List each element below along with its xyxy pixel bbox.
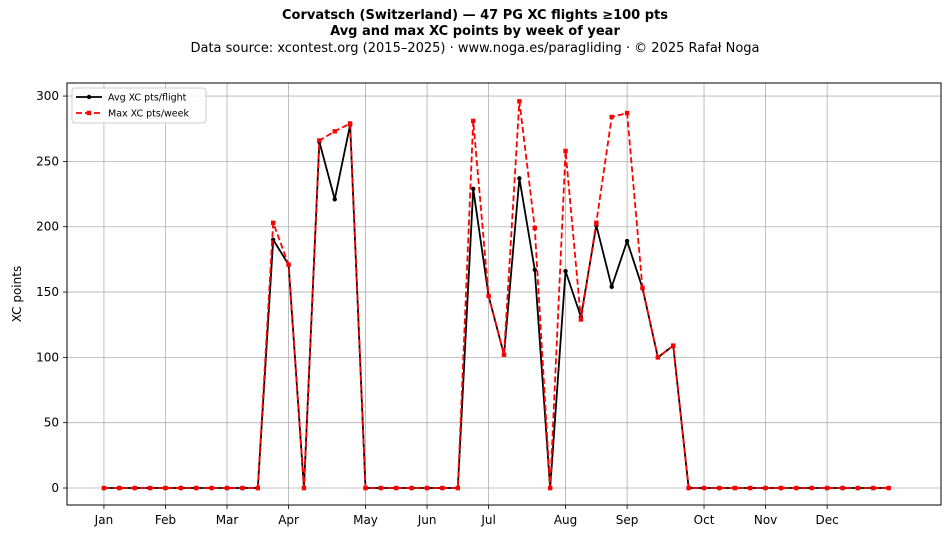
point-max — [624, 110, 630, 116]
point-max — [440, 485, 445, 491]
point-max — [717, 485, 722, 491]
y-tick-label: 200 — [36, 220, 59, 234]
x-tick-label-sep: Sep — [616, 513, 639, 527]
x-tick-label-dec: Dec — [816, 513, 839, 527]
point-max — [455, 485, 461, 491]
point-max — [363, 485, 368, 491]
point-max — [209, 485, 214, 491]
point-max — [301, 485, 307, 491]
point-max — [824, 485, 830, 491]
chart-subtitle: Avg and max XC points by week of year — [330, 24, 620, 39]
x-axis: Jan Feb Mar Apr May Jun Jul Aug Sep Oct Nov Dec — [94, 505, 839, 527]
legend: Avg XC pts/flight Max XC pts/week — [71, 87, 207, 124]
point-max — [809, 485, 814, 491]
x-tick-label-apr: Apr — [278, 513, 299, 527]
point-max — [255, 485, 261, 491]
point-max — [424, 485, 430, 491]
y-tick-label: 150 — [36, 285, 59, 299]
point-max — [101, 485, 107, 491]
legend-box — [71, 87, 207, 124]
series-line-max — [103, 100, 889, 489]
chart-source: Data source: xcontest.org (2015–2025) · … — [190, 41, 760, 56]
point-max — [471, 118, 476, 124]
point-avg — [609, 284, 614, 290]
point-avg — [563, 268, 568, 274]
x-tick-label-aug: Aug — [554, 513, 577, 527]
point-max — [547, 485, 553, 491]
grid-lines — [67, 83, 941, 505]
point-max — [871, 485, 876, 491]
x-tick-label-may: May — [353, 513, 378, 527]
point-max — [763, 485, 768, 491]
point-max — [794, 485, 799, 491]
point-max — [840, 485, 845, 491]
x-tick-label-feb: Feb — [155, 513, 176, 527]
point-max — [409, 485, 414, 491]
point-max — [778, 485, 784, 491]
point-max — [240, 485, 245, 491]
point-max — [117, 485, 122, 491]
point-max — [855, 485, 861, 491]
x-tick-label-oct: Oct — [694, 513, 715, 527]
point-max — [563, 148, 568, 154]
point-max — [332, 129, 337, 134]
point-avg — [532, 267, 537, 273]
legend-marker — [86, 94, 92, 100]
point-avg — [471, 186, 476, 192]
chart-title: Corvatsch (Switzerland) — 47 PG XC fligh… — [281, 8, 669, 23]
legend-label: Avg XC pts/flight — [108, 93, 187, 104]
point-max — [609, 114, 614, 120]
point-max — [701, 485, 707, 491]
x-tick-label-nov: Nov — [754, 513, 777, 527]
point-max — [394, 485, 399, 491]
point-max — [686, 485, 691, 491]
point-max — [163, 485, 168, 491]
point-max — [594, 220, 599, 225]
x-tick-label-jun: Jun — [417, 513, 437, 527]
series-layer — [101, 99, 891, 491]
point-max — [378, 485, 384, 491]
point-max — [640, 285, 645, 291]
point-max — [132, 485, 137, 491]
point-max — [347, 121, 353, 126]
plot-frame — [66, 82, 942, 506]
point-avg — [332, 197, 337, 202]
legend-marker — [86, 110, 92, 116]
point-max — [671, 343, 676, 348]
y-tick-label: 50 — [44, 416, 59, 430]
y-tick-label: 0 — [51, 481, 59, 495]
point-max — [147, 485, 153, 491]
point-max — [224, 485, 230, 491]
y-tick-label: 250 — [36, 154, 59, 168]
x-tick-label-jul: Jul — [480, 513, 495, 527]
point-max — [270, 220, 276, 225]
point-max — [578, 317, 584, 322]
y-tick-label: 100 — [36, 350, 59, 364]
x-tick-label-mar: Mar — [216, 513, 239, 527]
point-max — [286, 262, 291, 267]
point-max — [194, 485, 199, 491]
chart-titles: Corvatsch (Switzerland) — 47 PG XC fligh… — [0, 8, 950, 57]
point-max — [501, 352, 507, 357]
point-avg — [517, 176, 522, 181]
point-max — [655, 355, 661, 360]
x-tick-label-jan: Jan — [94, 513, 114, 527]
point-max — [732, 485, 738, 491]
point-max — [517, 99, 522, 104]
series-line-avg — [103, 123, 889, 489]
point-avg — [624, 238, 630, 244]
y-axis: 0 50 100 150 200 250 300 — [36, 89, 67, 495]
y-axis-label: XC points — [10, 266, 24, 322]
point-max — [178, 485, 184, 491]
point-max — [486, 293, 491, 299]
legend-label: Max XC pts/week — [108, 109, 189, 120]
point-max — [532, 225, 537, 231]
point-max — [886, 485, 891, 491]
y-tick-label: 300 — [36, 89, 59, 103]
point-max — [747, 485, 753, 491]
point-max — [317, 138, 322, 143]
